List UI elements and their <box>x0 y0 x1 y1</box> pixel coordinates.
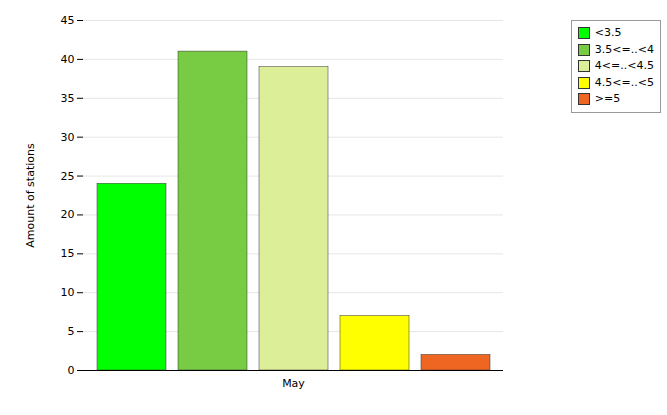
svg-text:20: 20 <box>61 208 75 221</box>
svg-text:40: 40 <box>61 53 75 66</box>
svg-text:0: 0 <box>68 364 75 377</box>
svg-text:35: 35 <box>61 92 75 105</box>
svg-text:15: 15 <box>61 247 75 260</box>
svg-text:May: May <box>282 377 305 390</box>
svg-text:Amount of stations: Amount of stations <box>24 143 37 248</box>
html-text:4.5<=..<5: 4.5<=..<5 <box>594 75 654 89</box>
svg-text:10: 10 <box>61 286 75 299</box>
svg-text:25: 25 <box>61 170 75 183</box>
html-text:4<=..<4.5: 4<=..<4.5 <box>594 59 654 72</box>
html-text:3.5<=..<4: 3.5<=..<4 <box>594 42 654 56</box>
html-text:>=5: >=5 <box>594 92 621 105</box>
svg-text:45: 45 <box>61 14 75 27</box>
svg-text:5: 5 <box>68 325 75 338</box>
svg-text:30: 30 <box>61 131 75 144</box>
html-text:<3.5: <3.5 <box>594 26 622 39</box>
